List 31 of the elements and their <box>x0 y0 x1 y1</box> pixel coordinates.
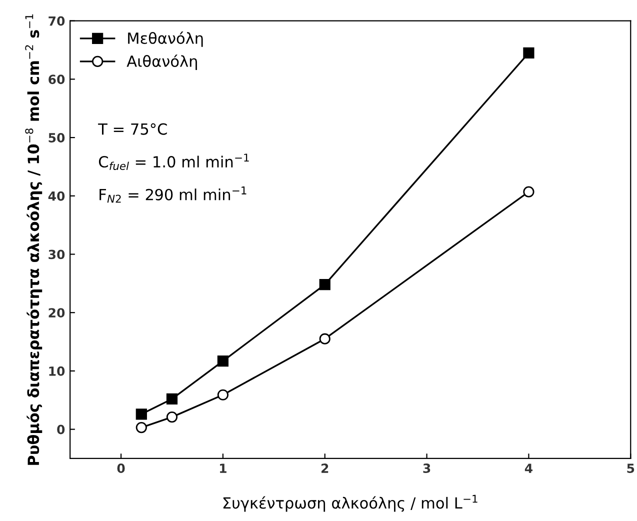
point <box>166 393 178 405</box>
y-tick-label: 40 <box>48 191 65 201</box>
legend-label: Αιθανόλη <box>126 54 197 70</box>
x-tick-label: 3 <box>423 464 430 474</box>
point <box>523 186 534 198</box>
point <box>136 408 147 420</box>
x-tick-label: 0 <box>117 464 125 474</box>
x-tick-label: 2 <box>322 464 328 473</box>
y-tick-label: 0 <box>57 424 65 434</box>
x-tick-label: 5 <box>627 464 634 474</box>
point <box>319 279 330 290</box>
point <box>217 355 229 367</box>
x-tick-label: 1 <box>220 464 226 473</box>
y-tick-label: 60 <box>48 74 65 84</box>
legend-label: Μεθανόλη <box>128 32 203 47</box>
point <box>136 422 147 434</box>
annotation: C$_{fuel}$ = 1.0 ml min$^{−1}$ <box>98 154 249 170</box>
annotation: F$_{N2}$ = 290 ml min$^{−1}$ <box>100 186 246 203</box>
x-tick-label: 4 <box>524 464 532 473</box>
point <box>166 411 178 423</box>
point <box>523 47 534 58</box>
y-tick-label: 50 <box>48 133 65 142</box>
point <box>217 389 229 400</box>
y-tick-label: 10 <box>49 366 65 376</box>
point <box>319 333 330 344</box>
y-tick-label: 20 <box>48 308 65 318</box>
y-tick-label: 30 <box>48 250 65 260</box>
x-axis-title: Συγκέντρωση αλκοόλης / mol L$^{−1}$ <box>223 494 478 512</box>
y-axis-title: Ρυθμός διαπερατότητα αλκοόλης / 10$^{−8}$ mol cm$^{−2}$ s$^{−1}$ <box>25 14 42 465</box>
y-tick-label: 70 <box>48 16 65 26</box>
annotation: T = 75°C <box>98 123 167 135</box>
